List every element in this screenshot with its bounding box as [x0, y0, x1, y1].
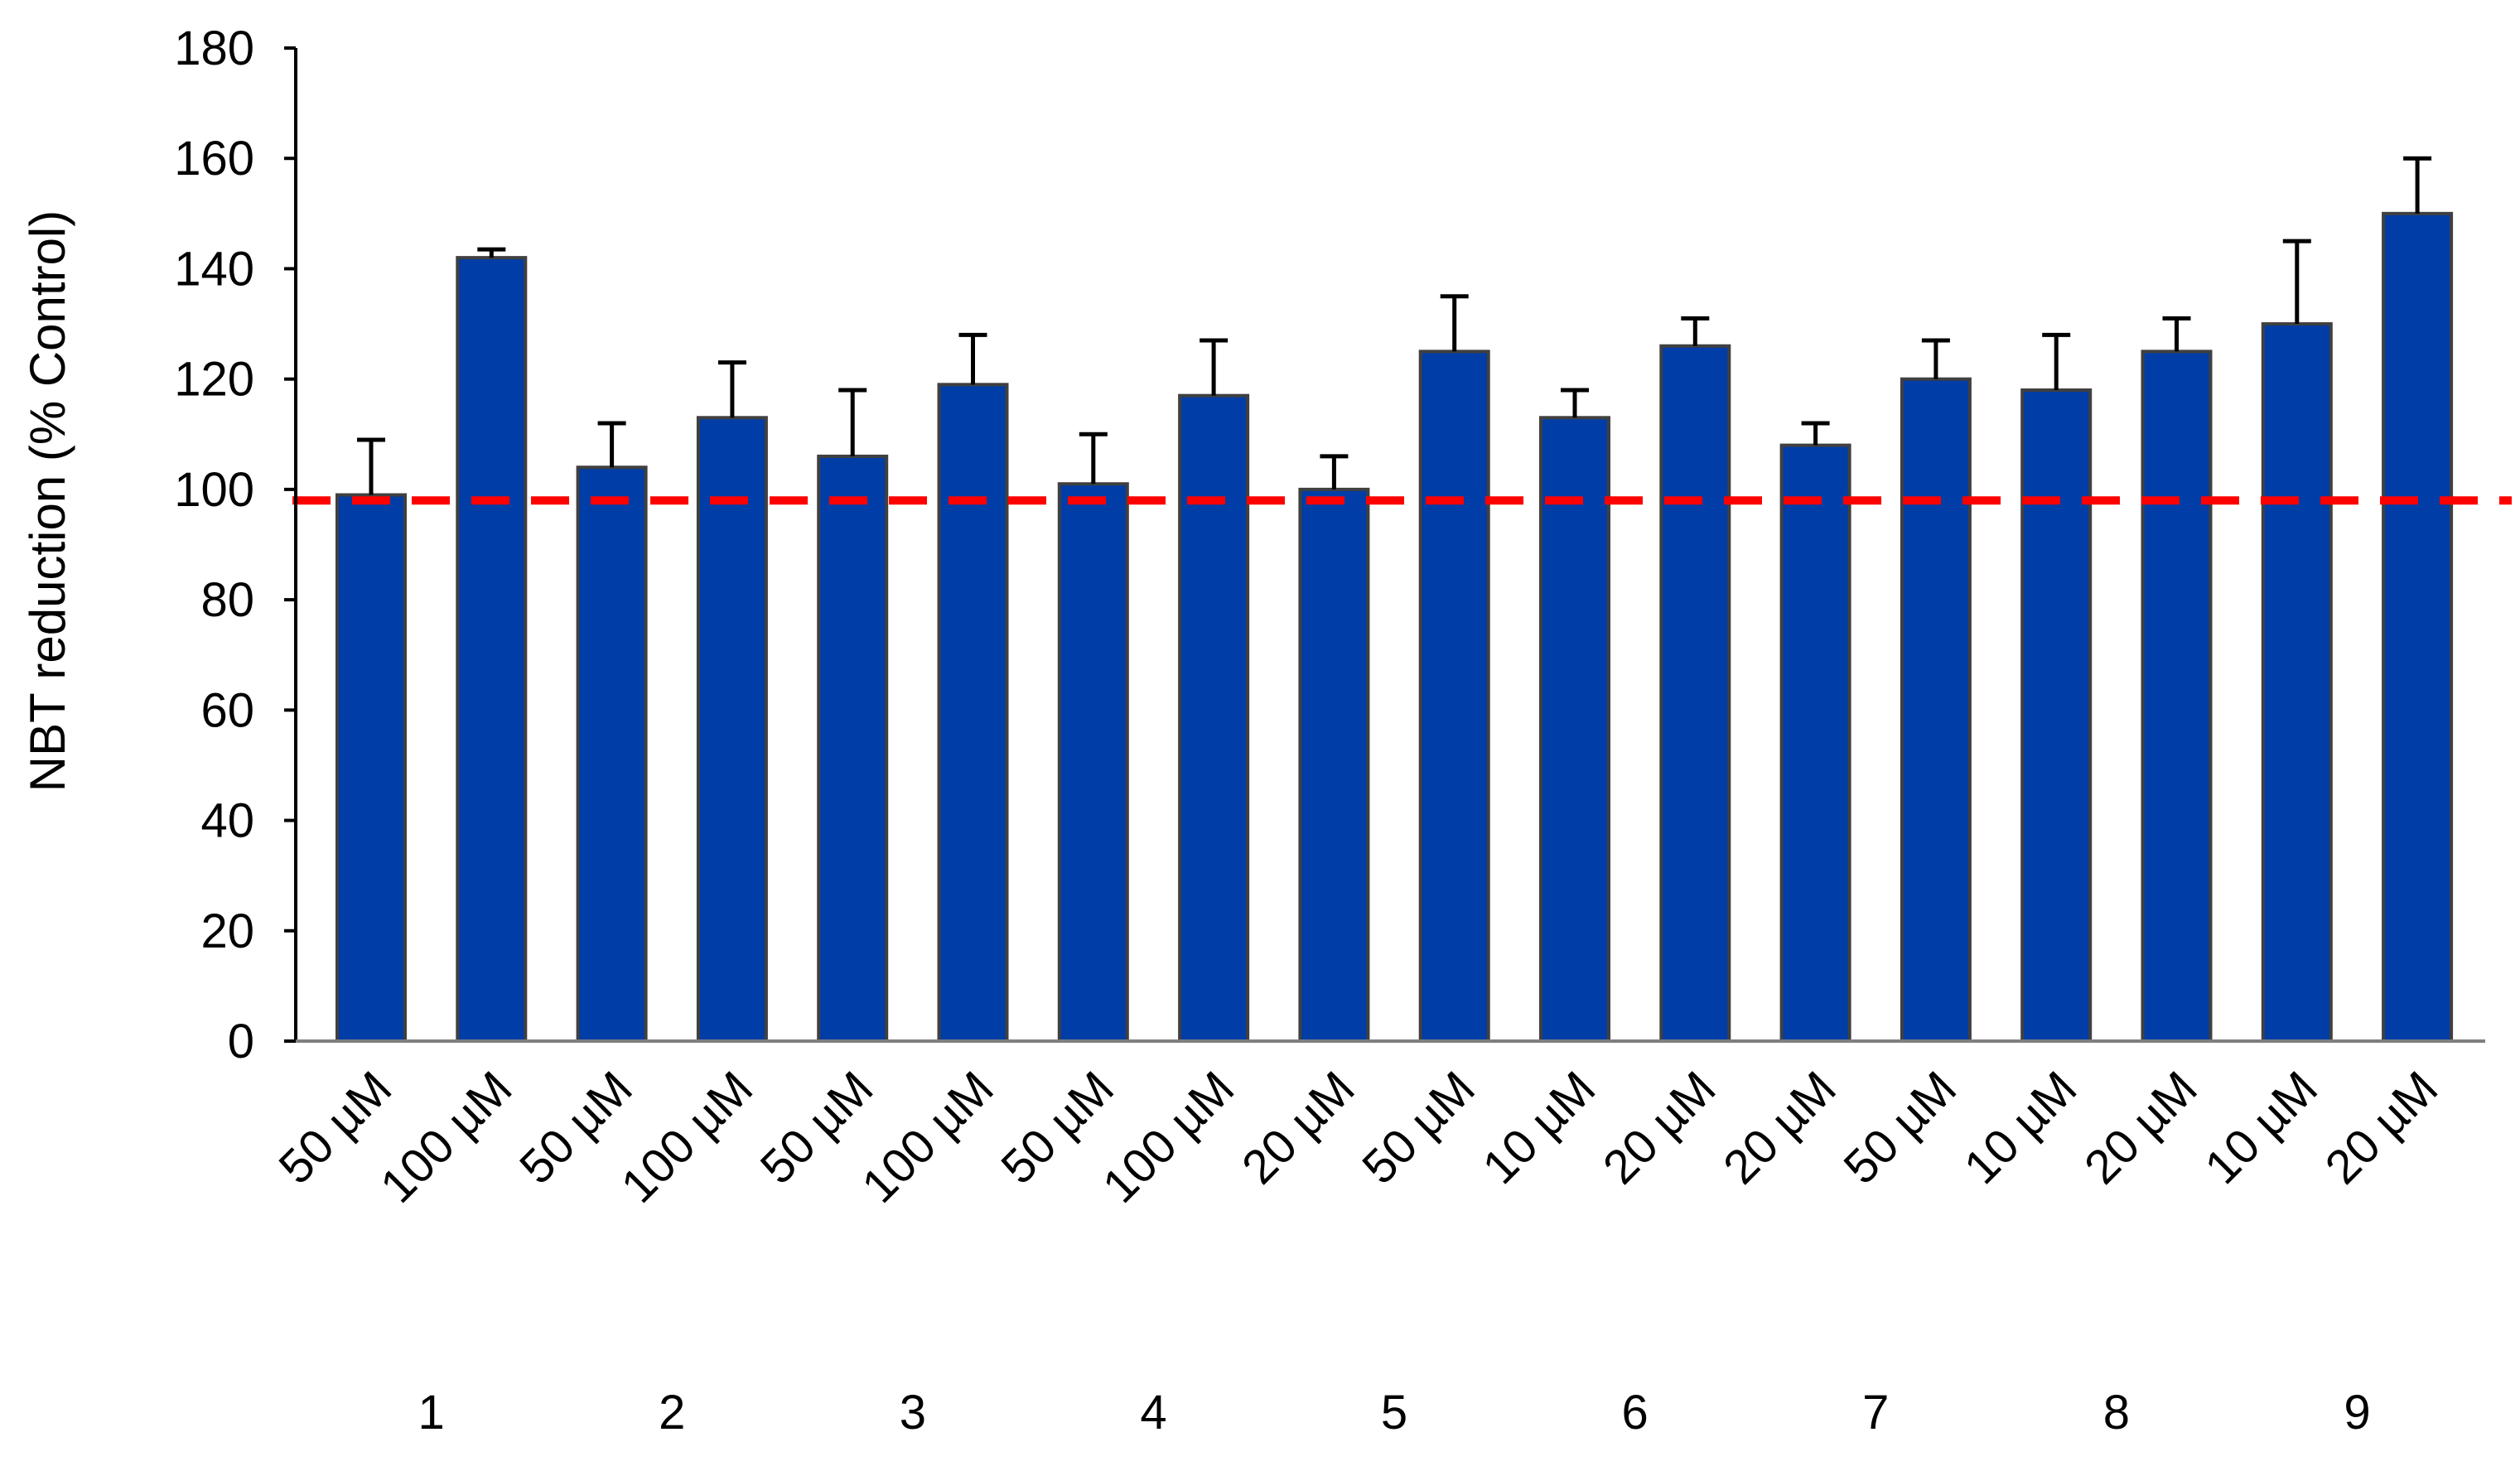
bar	[1659, 344, 1731, 1043]
x-tick-label: 20 µM	[1713, 1061, 1847, 1194]
y-tick-labels: 0 20 40 60 80 100 120 140 160 180	[174, 22, 254, 1068]
y-tick-label: 0	[228, 1015, 254, 1068]
group-label: 9	[2344, 1386, 2370, 1439]
y-tick-label: 160	[174, 132, 254, 186]
x-tick-label: 10 µM	[1472, 1061, 1605, 1194]
bar	[1057, 482, 1129, 1043]
bar	[817, 454, 889, 1043]
x-tick-label: 10 µM	[1954, 1061, 2088, 1194]
x-tick-label: 50 µM	[1833, 1061, 1967, 1194]
x-tick-label: 100 µM	[1093, 1061, 1245, 1213]
bar	[456, 256, 528, 1044]
bars-layer	[336, 156, 2454, 1044]
bar	[1539, 416, 1610, 1043]
group-label: 7	[1862, 1386, 1889, 1439]
group-labels: 1 2 3 4 5 6 7 8 9	[418, 1386, 2371, 1439]
bar	[2382, 211, 2454, 1044]
y-tick-label: 20	[200, 904, 254, 958]
x-tick-label: 100 µM	[611, 1061, 764, 1213]
x-tick-label: 10 µM	[2194, 1061, 2328, 1194]
bar	[2020, 388, 2093, 1043]
bar	[576, 465, 648, 1043]
y-tick-label: 40	[200, 794, 254, 848]
y-tick-label: 140	[174, 242, 254, 296]
x-tick-label: 100 µM	[852, 1061, 1004, 1213]
y-tick-label: 100	[174, 463, 254, 517]
group-label: 4	[1140, 1386, 1166, 1439]
y-tick-label: 60	[200, 683, 254, 737]
x-tick-label: 50 µM	[1352, 1061, 1485, 1194]
x-tick-label: 20 µM	[1232, 1061, 1365, 1194]
bar	[1779, 443, 1851, 1043]
group-label: 2	[659, 1386, 685, 1439]
bar	[1900, 377, 1972, 1043]
y-tick-label: 180	[174, 22, 254, 75]
y-tick-label: 80	[200, 573, 254, 627]
x-tick-label: 20 µM	[2074, 1061, 2208, 1194]
group-label: 3	[900, 1386, 926, 1439]
bar	[696, 416, 768, 1043]
group-label: 5	[1381, 1386, 1407, 1439]
y-tick-label: 120	[174, 353, 254, 407]
bar	[1298, 487, 1370, 1043]
plot-area	[284, 46, 2512, 1044]
bar	[2261, 322, 2333, 1043]
bar	[2141, 350, 2213, 1044]
bar	[937, 383, 1009, 1044]
bar	[1178, 393, 1250, 1043]
x-tick-label: 100 µM	[370, 1061, 523, 1213]
x-tick-label: 20 µM	[1593, 1061, 1726, 1194]
group-label: 1	[418, 1386, 445, 1439]
bar	[1418, 350, 1490, 1044]
group-label: 6	[1622, 1386, 1649, 1439]
y-axis-title: NBT reduction (% Control)	[20, 210, 75, 792]
x-tick-label: 20 µM	[2315, 1061, 2449, 1194]
bar	[336, 493, 407, 1043]
group-label: 8	[2103, 1386, 2130, 1439]
axes-layer	[284, 46, 2485, 1043]
